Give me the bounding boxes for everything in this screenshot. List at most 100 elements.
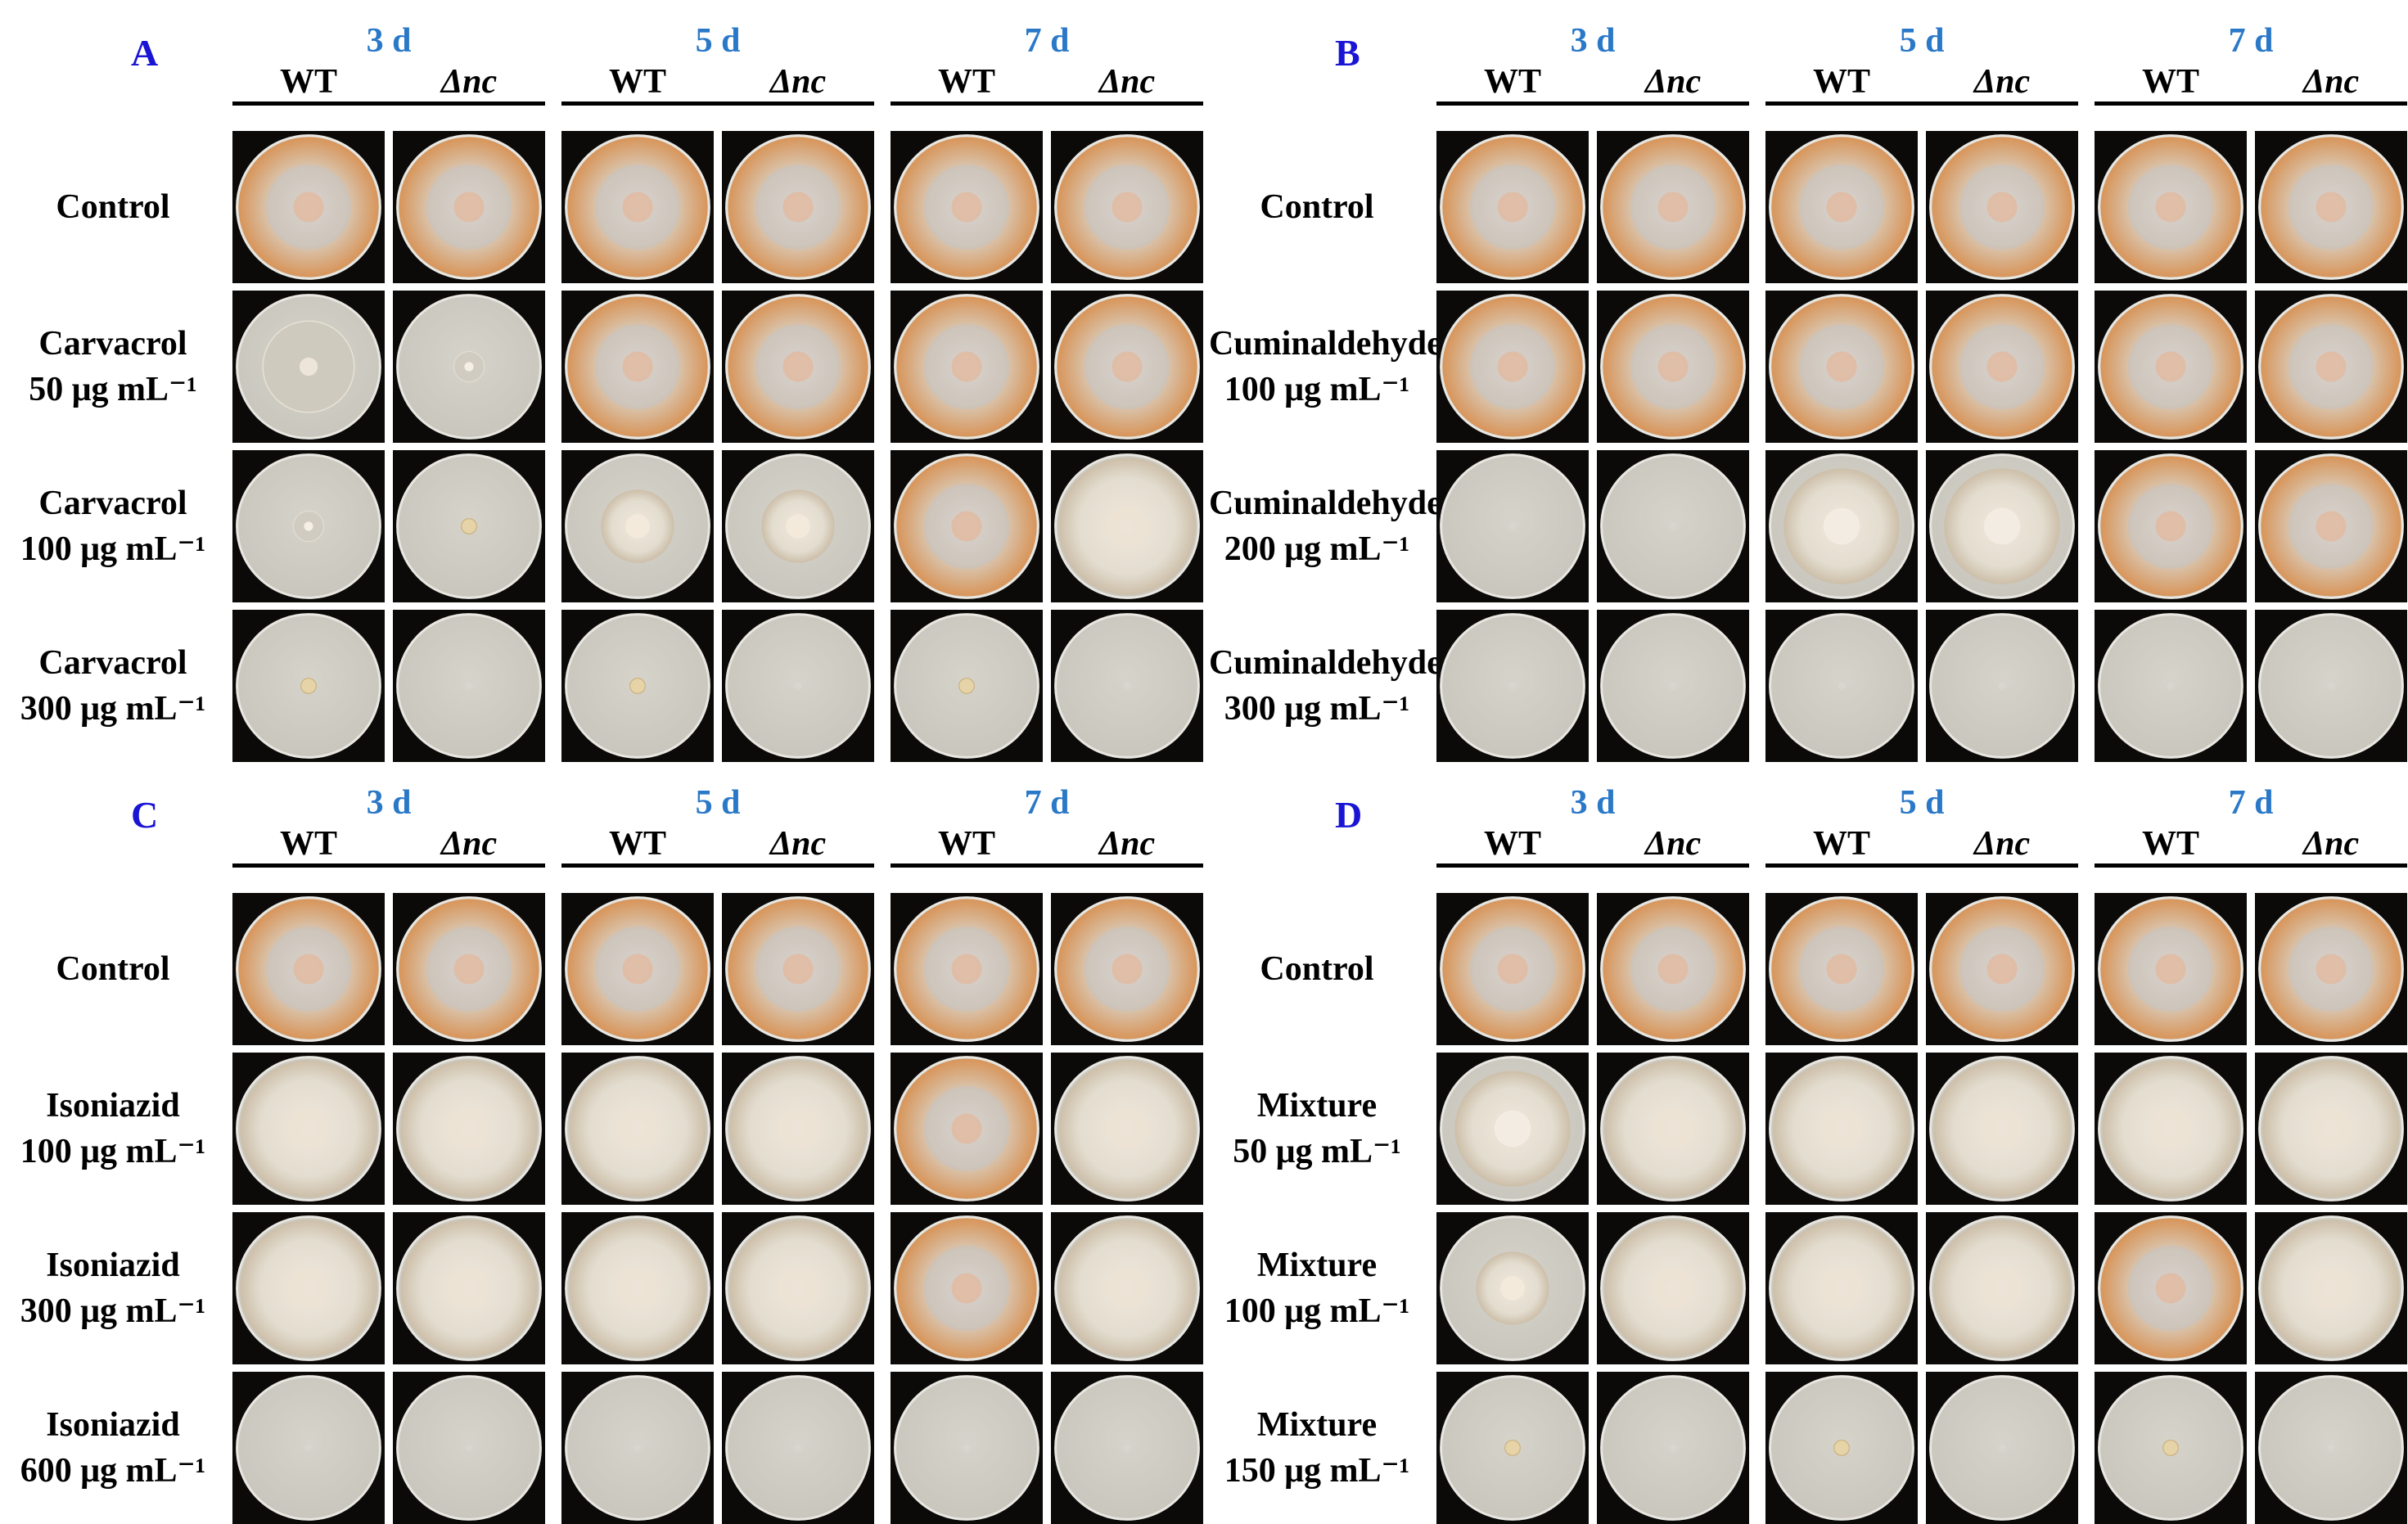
- petri-plate: [232, 610, 385, 762]
- day-label: 5 d: [1899, 22, 1945, 60]
- strain-label: WT: [937, 825, 995, 863]
- petri-plate: [891, 1372, 1043, 1524]
- colony-core: [951, 511, 982, 542]
- colony-core: [293, 954, 324, 985]
- petri-plate: [232, 291, 385, 443]
- petri-plate: [1436, 291, 1589, 443]
- petri-plate: [2095, 131, 2247, 283]
- strain-label: Δnc: [1644, 63, 1702, 101]
- petri-plate: [891, 131, 1043, 283]
- strain-label: Δnc: [2302, 825, 2360, 863]
- petri-plate: [1436, 1053, 1589, 1205]
- panel-b: B 3 d WT Δnc 5 d WT Δnc 7 d WT Δnc Control Cuminald…: [1204, 0, 2408, 762]
- petri-plate: [1765, 450, 1918, 602]
- petri-plate: [1765, 131, 1918, 283]
- colony-core: [1980, 1266, 2024, 1310]
- day-label: 3 d: [366, 784, 412, 822]
- petri-plate: [1051, 1372, 1203, 1524]
- colony-core: [2316, 192, 2347, 223]
- petri-plate: [1051, 1212, 1203, 1364]
- colony-core: [782, 954, 814, 985]
- colony-core: [2155, 511, 2186, 542]
- petri-plate: [1765, 1053, 1918, 1205]
- inoculum-dot: [2162, 1440, 2179, 1456]
- petri-plate: [393, 893, 545, 1045]
- colony-core: [1986, 192, 2018, 223]
- colony-core: [1651, 1266, 1695, 1310]
- strain-label: WT: [2141, 825, 2199, 863]
- petri-plate: [722, 610, 874, 762]
- petri-plate: [393, 1053, 545, 1205]
- colony-core: [1980, 1107, 2024, 1151]
- colony-core: [776, 1107, 820, 1151]
- petri-plate: [1051, 450, 1203, 602]
- petri-plate: [891, 1212, 1043, 1364]
- colony-core: [786, 514, 810, 539]
- treatment-label: Isoniazid 300 μg mL⁻¹: [20, 1247, 206, 1330]
- panel-letter: C: [131, 794, 159, 836]
- petri-plate: [393, 610, 545, 762]
- petri-plate: [1597, 1372, 1749, 1524]
- colony-core: [2155, 192, 2186, 223]
- inoculum-dot: [461, 518, 477, 534]
- colony-core: [622, 954, 653, 985]
- panel-d: D 3 d WT Δnc 5 d WT Δnc 7 d WT Δnc Control Mixture …: [1204, 762, 2408, 1524]
- treatment-label: Isoniazid 600 μg mL⁻¹: [20, 1406, 206, 1490]
- colony-core: [1494, 1110, 1531, 1148]
- petri-plate: [2255, 450, 2407, 602]
- petri-plate: [561, 291, 714, 443]
- group-underline: [891, 863, 1203, 868]
- colony-core: [1105, 1107, 1149, 1151]
- colony-core: [1657, 954, 1689, 985]
- group-underline: [1436, 863, 1749, 868]
- day-label: 7 d: [2228, 22, 2274, 60]
- strain-label: Δnc: [1644, 825, 1702, 863]
- strain-label: WT: [608, 63, 666, 101]
- inoculum-plug: [1669, 1444, 1677, 1452]
- colony-core: [453, 192, 485, 223]
- inoculum-plug: [1669, 682, 1677, 690]
- petri-plate: [2095, 1372, 2247, 1524]
- petri-plate: [1926, 1372, 2078, 1524]
- petri-plate: [561, 1212, 714, 1364]
- inoculum-dot: [1833, 1440, 1850, 1456]
- inoculum-plug: [1998, 682, 2006, 690]
- petri-plate: [1436, 450, 1589, 602]
- colony-core: [2155, 954, 2186, 985]
- petri-plate: [722, 1212, 874, 1364]
- group-underline: [561, 101, 874, 106]
- inoculum-plug: [634, 1444, 642, 1452]
- petri-plate: [232, 1372, 385, 1524]
- petri-plate: [2255, 131, 2407, 283]
- colony-core: [1986, 351, 2018, 382]
- petri-plate: [2095, 450, 2247, 602]
- petri-plate: [561, 450, 714, 602]
- panel-letter: D: [1335, 794, 1363, 836]
- group-underline: [1765, 101, 2078, 106]
- inoculum-plug: [465, 682, 473, 690]
- colony-core: [1826, 192, 1857, 223]
- inoculum-plug: [1123, 682, 1131, 690]
- group-underline: [1436, 101, 1749, 106]
- treatment-label: Carvacrol 50 μg mL⁻¹: [29, 325, 197, 408]
- colony-core: [2155, 351, 2186, 382]
- colony-core: [2309, 1107, 2353, 1151]
- petri-plate: [1765, 291, 1918, 443]
- treatment-label: Cuminaldehyde 100 μg mL⁻¹: [1209, 325, 1442, 408]
- colony-core: [951, 192, 982, 223]
- petri-plate: [1926, 893, 2078, 1045]
- inoculum-plug: [1669, 522, 1677, 530]
- day-label: 3 d: [1570, 784, 1616, 822]
- petri-plate: [1051, 131, 1203, 283]
- petri-plate: [2095, 610, 2247, 762]
- petri-plate: [722, 131, 874, 283]
- panel-a: A 3 d WT Δnc 5 d WT Δnc 7 d WT Δnc Control Carvacro…: [0, 0, 1204, 762]
- colony-core: [1112, 192, 1143, 223]
- petri-plate: [1051, 291, 1203, 443]
- colony-core: [293, 192, 324, 223]
- petri-plate: [2095, 291, 2247, 443]
- petri-plate: [561, 131, 714, 283]
- strain-label: Δnc: [2302, 63, 2360, 101]
- petri-plate: [393, 131, 545, 283]
- petri-plate: [722, 1053, 874, 1205]
